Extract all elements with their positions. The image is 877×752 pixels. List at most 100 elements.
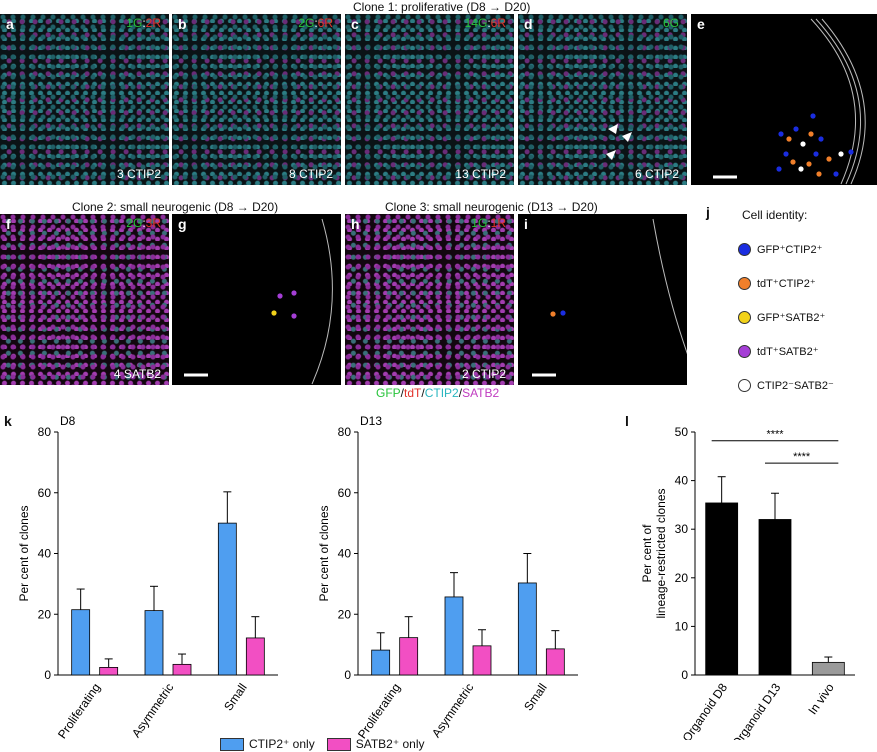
bar <box>172 663 192 676</box>
panel-b: b 2G:6R 8 CTIP2 <box>172 14 341 185</box>
chart-d8: D8 0 20 40 60 80 Per cent of clones Proliferati… <box>17 414 278 740</box>
panel-letter: h <box>351 216 360 232</box>
panel-letter-j: j <box>706 204 710 220</box>
cell-identity-item: CTIP2⁻SATB2⁻ <box>738 368 834 402</box>
x-tick-label: In vivo <box>805 680 837 717</box>
y-tick-label: 10 <box>675 619 689 633</box>
panel-letter: f <box>6 216 11 232</box>
panel-g: g <box>172 214 341 385</box>
panel-caption: 4 SATB2 <box>113 367 161 381</box>
panel-c: c 14G:6R 13 CTIP2 <box>345 14 514 185</box>
bar <box>245 637 265 676</box>
bar <box>144 610 164 676</box>
identity-label: GFP⁺CTIP2⁺ <box>757 243 823 256</box>
x-tick-label: Proliferating <box>355 681 403 740</box>
bar <box>217 522 237 676</box>
bar-legend: CTIP2⁺ only SATB2⁺ only <box>220 737 425 751</box>
chart-lineage: 0 10 20 30 40 50 Per cent oflineage-restricted… <box>640 425 855 740</box>
y-tick-label: 20 <box>338 607 352 621</box>
clone-map-e <box>713 18 866 185</box>
x-tick-label: Organoid D8 <box>680 680 731 740</box>
panel-channel-label: 2G:3R <box>126 216 161 230</box>
panel-letter: c <box>351 16 359 32</box>
y-axis-label: Per cent oflineage-restricted clones <box>640 488 668 618</box>
y-axis-label: Per cent of clones <box>17 505 31 601</box>
panel-letter: i <box>524 216 528 232</box>
bar <box>99 667 119 676</box>
panel-channel-label: 1G:2R <box>126 16 161 30</box>
x-tick-label: Small <box>521 681 550 714</box>
y-tick-label: 60 <box>338 486 352 500</box>
identity-label: GFP⁺SATB2⁺ <box>757 311 826 324</box>
panel-letter: e <box>697 16 705 32</box>
legend-item: SATB2⁺ only <box>326 737 425 751</box>
y-tick-label: 40 <box>675 474 689 488</box>
y-axis-label-line: Per cent of <box>640 524 654 583</box>
significance-label: **** <box>766 429 784 441</box>
chart-d13: D13 0 20 40 60 80 Per cent of clones Proliferat… <box>317 414 578 740</box>
panel-channel-label: 2G:6R <box>298 16 333 30</box>
legend-swatch <box>220 737 244 751</box>
identity-label: tdT⁺SATB2⁺ <box>757 345 819 358</box>
bar <box>71 609 91 676</box>
x-tick-label: Organoid D13 <box>729 680 784 740</box>
legend-swatch <box>326 737 351 751</box>
y-axis-label: Per cent of clones <box>317 505 331 601</box>
clone2-title: Clone 2: small neurogenic (D8 → D20) <box>72 200 279 214</box>
cell-identity-legend: GFP⁺CTIP2⁺ tdT⁺CTIP2⁺ GFP⁺SATB2⁺ tdT⁺SATB2⁺… <box>738 232 834 402</box>
cell-identity-item: GFP⁺SATB2⁺ <box>738 300 834 334</box>
x-tick-label: Asymmetric <box>129 681 176 740</box>
clone-map-g <box>184 218 333 385</box>
identity-dot-icon <box>738 276 751 290</box>
y-tick-label: 60 <box>38 486 52 500</box>
panel-a: a 1G:2R 3 CTIP2 <box>0 14 169 185</box>
bar <box>811 661 845 676</box>
identity-dot-icon <box>738 378 751 392</box>
bar <box>399 637 419 676</box>
bar <box>705 502 739 676</box>
clone3-title: Clone 3: small neurogenic (D13 → D20) <box>385 200 598 214</box>
panel-caption: 6 CTIP2 <box>634 167 679 181</box>
y-tick-label: 0 <box>681 668 688 682</box>
y-tick-label: 20 <box>38 607 52 621</box>
clone1-title: Clone 1: proliferative (D8 → D20) <box>353 0 531 14</box>
panel-letter: b <box>178 16 187 32</box>
panel-caption: 3 CTIP2 <box>116 167 161 181</box>
panel-caption: 13 CTIP2 <box>455 167 506 181</box>
y-tick-label: 40 <box>338 547 352 561</box>
y-tick-label: 40 <box>38 547 52 561</box>
bar <box>472 645 492 676</box>
cell-identity-item: GFP⁺CTIP2⁺ <box>738 232 834 266</box>
identity-dot-icon <box>738 310 751 324</box>
bar <box>758 519 792 676</box>
y-tick-label: 20 <box>675 571 689 585</box>
panel-caption: 8 CTIP2 <box>288 167 333 181</box>
bar <box>444 596 464 676</box>
legend-item: CTIP2⁺ only <box>220 737 315 751</box>
panel-i: i <box>518 214 687 385</box>
bar <box>517 582 537 676</box>
x-tick-label: Small <box>221 681 250 714</box>
panel-letter: d <box>524 16 533 32</box>
panel-letter-l: l <box>625 413 629 429</box>
panel-letter-k: k <box>4 413 12 429</box>
y-tick-label: 80 <box>338 425 352 439</box>
y-tick-label: 30 <box>675 522 689 536</box>
stain-legend: GFP/tdT/CTIP2/SATB2 <box>376 386 500 400</box>
panel-h: h 1G:1R 2 CTIP2 <box>345 214 514 385</box>
panel-e: e <box>691 14 877 185</box>
panel-channel-label: 1G:1R <box>471 216 506 230</box>
panel-letter: g <box>178 216 187 232</box>
arrowheads-icon <box>606 124 632 160</box>
identity-label: CTIP2⁻SATB2⁻ <box>757 379 834 392</box>
bar <box>371 649 391 676</box>
cell-dots <box>776 113 854 177</box>
cell-identity-item: tdT⁺SATB2⁺ <box>738 334 834 368</box>
y-tick-label: 0 <box>44 668 51 682</box>
legend-label: CTIP2⁺ only <box>249 737 315 751</box>
panel-channel-label: 14G:6R <box>464 16 506 30</box>
cell-identity-title: Cell identity: <box>742 208 808 222</box>
x-tick-label: Asymmetric <box>429 681 476 740</box>
y-tick-label: 50 <box>675 425 689 439</box>
panel-channel-label: 6G <box>662 16 679 30</box>
